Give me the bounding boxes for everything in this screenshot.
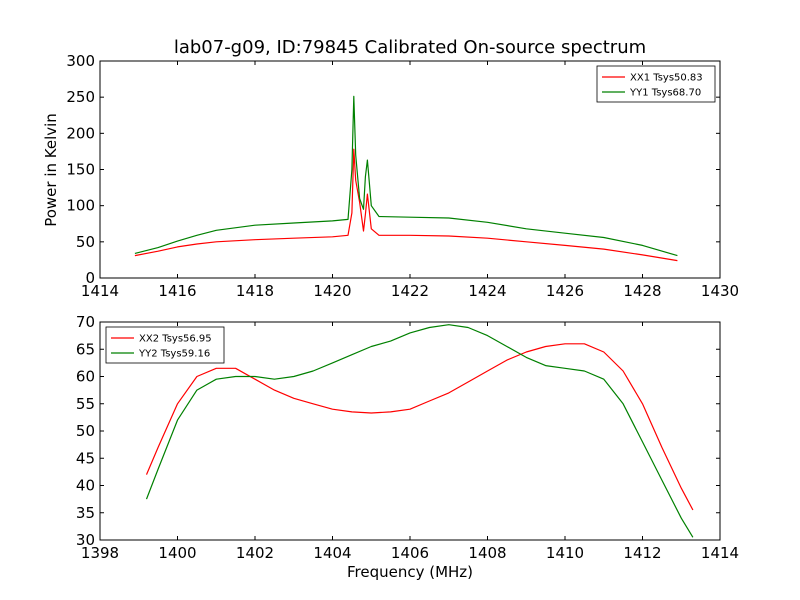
bottom-plot-xtick-label: 1412 bbox=[623, 544, 661, 562]
top-plot-xtick-label: 1416 bbox=[158, 282, 196, 300]
chart-title: lab07-g09, ID:79845 Calibrated On-source… bbox=[174, 37, 646, 58]
bottom-plot-xtick-label: 1406 bbox=[391, 544, 429, 562]
bottom-plot-series-1-line bbox=[145, 343, 694, 511]
top-plot-ytick-label: 300 bbox=[66, 52, 95, 70]
bottom-plot-ticks: 1398 1400 1402 1404 1406 1408 1410 1412 1414 30 35… bbox=[76, 313, 739, 562]
top-plot-xtick-label: 1420 bbox=[313, 282, 351, 300]
top-plot-legend: XX1 Tsys50.83 YY1 Tsys68.70 bbox=[596, 65, 716, 103]
top-plot: 1414 1416 1418 1420 1422 1424 1426 1428 1430 0 50 1… bbox=[42, 52, 739, 300]
bottom-plot-series bbox=[145, 324, 694, 538]
bottom-plot-ytick-label: 65 bbox=[76, 340, 95, 358]
top-plot-xtick-label: 1422 bbox=[391, 282, 429, 300]
top-plot-xtick-label: 1430 bbox=[701, 282, 739, 300]
bottom-plot-frame bbox=[99, 321, 721, 541]
bottom-plot-legend: XX2 Tsys56.95 YY2 Tsys59.16 bbox=[105, 326, 225, 364]
top-plot-xtick-label: 1428 bbox=[623, 282, 661, 300]
bottom-plot-xtick-label: 1408 bbox=[468, 544, 506, 562]
bottom-plot-legend-box bbox=[105, 326, 225, 364]
bottom-plot-ytick-label: 35 bbox=[76, 504, 95, 522]
top-plot-ytick-label: 100 bbox=[66, 197, 95, 215]
top-plot-xtick-label: 1418 bbox=[236, 282, 274, 300]
top-plot-xtick-label: 1424 bbox=[468, 282, 506, 300]
bottom-plot-ytick-label: 70 bbox=[76, 313, 95, 331]
top-plot-ytick-label: 50 bbox=[76, 233, 95, 251]
bottom-plot: 1398 1400 1402 1404 1406 1408 1410 1412 1414 30 35… bbox=[76, 313, 739, 581]
bottom-plot-xtick-label: 1414 bbox=[701, 544, 739, 562]
bottom-plot-ytick-label: 30 bbox=[76, 531, 95, 549]
bottom-plot-legend-label: XX2 Tsys56.95 bbox=[139, 334, 212, 345]
bottom-plot-ytick-label: 40 bbox=[76, 477, 95, 495]
bottom-plot-series-2-line bbox=[145, 324, 694, 538]
top-plot-frame bbox=[99, 60, 721, 279]
bottom-plot-ytick-label: 50 bbox=[76, 422, 95, 440]
bottom-plot-ytick-label: 60 bbox=[76, 368, 95, 386]
bottom-plot-legend-label: YY2 Tsys59.16 bbox=[138, 349, 210, 360]
top-plot-ytick-label: 250 bbox=[66, 88, 95, 106]
top-plot-ylabel: Power in Kelvin bbox=[42, 113, 60, 227]
top-plot-ytick-label: 150 bbox=[66, 161, 95, 179]
top-plot-ticks: 1414 1416 1418 1420 1422 1424 1426 1428 1430 0 50 1… bbox=[66, 52, 739, 300]
bottom-plot-xtick-label: 1400 bbox=[158, 544, 196, 562]
bottom-plot-xtick-label: 1404 bbox=[313, 544, 351, 562]
bottom-plot-xtick-label: 1402 bbox=[236, 544, 274, 562]
bottom-plot-ytick-label: 45 bbox=[76, 449, 95, 467]
bottom-plot-ytick-label: 55 bbox=[76, 395, 95, 413]
bottom-plot-xtick-label: 1398 bbox=[81, 544, 119, 562]
top-plot-xtick-label: 1426 bbox=[546, 282, 584, 300]
bottom-plot-xlabel: Frequency (MHz) bbox=[347, 563, 473, 581]
top-plot-series-2-line bbox=[134, 95, 678, 257]
top-plot-legend-box bbox=[596, 65, 716, 103]
bottom-plot-xtick-label: 1410 bbox=[546, 544, 584, 562]
top-plot-ytick-label: 0 bbox=[85, 269, 95, 287]
top-plot-legend-label: XX1 Tsys50.83 bbox=[630, 73, 703, 84]
top-plot-series bbox=[134, 95, 678, 262]
top-plot-legend-label: YY1 Tsys68.70 bbox=[629, 88, 701, 99]
top-plot-ytick-label: 200 bbox=[66, 124, 95, 142]
top-plot-series-1-line bbox=[134, 148, 678, 262]
top-plot-xtick-label: 1414 bbox=[81, 282, 119, 300]
